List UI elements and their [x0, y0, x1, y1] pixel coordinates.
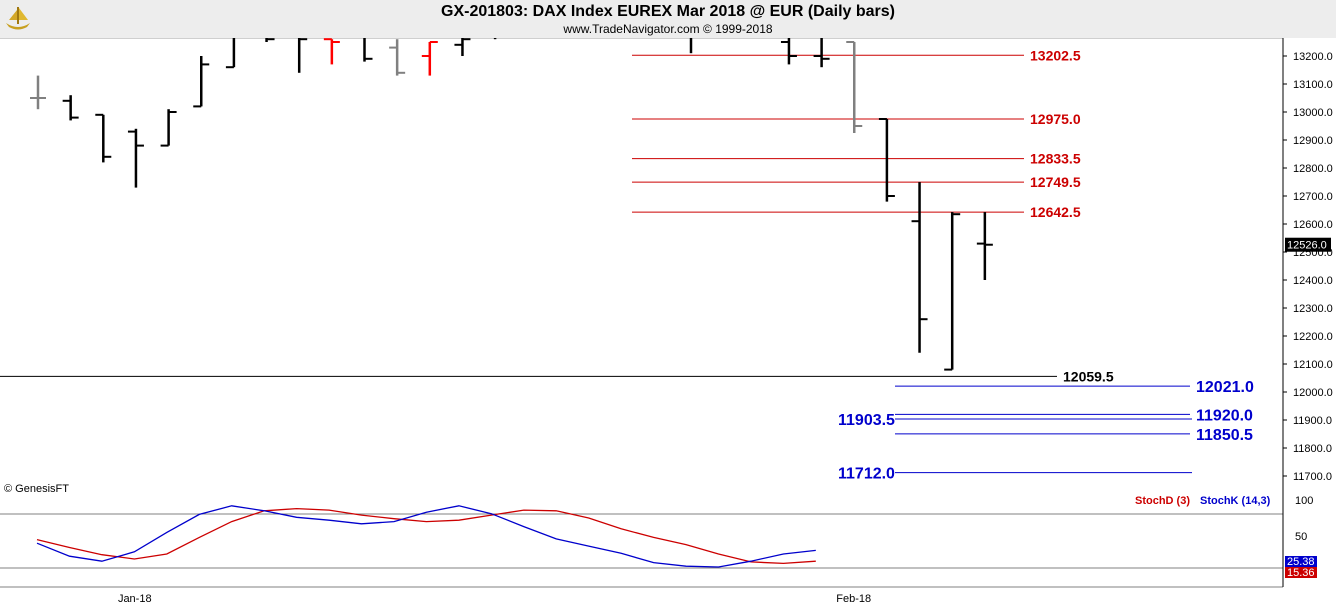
stochK-line — [36, 505, 816, 568]
ohlc-bar[interactable] — [683, 38, 699, 54]
resistance-label: 12642.5 — [1030, 204, 1081, 220]
support-label: 12021.0 — [1196, 379, 1254, 396]
ohlc-bar[interactable] — [813, 38, 830, 68]
x-axis-label: Jan-18 — [118, 593, 152, 605]
ohlc-bar[interactable] — [389, 39, 406, 76]
stochD-value-box — [1285, 567, 1317, 578]
chart-header: GX-201803: DAX Index EUREX Mar 2018 @ EU… — [0, 0, 1336, 39]
price-tick-label: 12400.0 — [1293, 275, 1333, 287]
price-axis: 13200.0 13100.0 13000.0 12900.0 12800.0 12700… — [1282, 38, 1336, 607]
price-tick-label: 12000.0 — [1293, 387, 1333, 399]
ohlc-bar[interactable] — [357, 38, 373, 62]
price-tick-label: 12900.0 — [1293, 135, 1333, 147]
support-label: 11920.0 — [1196, 407, 1253, 424]
price-tick-label: 12300.0 — [1293, 303, 1333, 315]
ohlc-bar[interactable] — [421, 41, 438, 76]
support-label: 11712.0 — [838, 466, 895, 483]
price-tick-label: 11700.0 — [1293, 471, 1332, 483]
ohlc-bar[interactable] — [95, 113, 112, 163]
stochK-value-box — [1285, 556, 1317, 567]
price-tick-label: 13200.0 — [1293, 51, 1333, 63]
stochK-value: 25.38 — [1287, 556, 1315, 568]
stochD-line — [36, 507, 816, 565]
ohlc-bar[interactable] — [976, 212, 993, 280]
stochastic-panel: StochD (3) StochK (14,3) Jan-18 Feb-18 — [0, 495, 1283, 605]
resistance-label: 12833.5 — [1030, 151, 1081, 167]
ohlc-bar[interactable] — [160, 109, 177, 147]
ohlc-bar[interactable] — [225, 38, 242, 69]
stoch-tick-label: 50 — [1295, 531, 1307, 543]
golden-ship-logo-icon — [6, 7, 30, 30]
stochD-legend: StochD (3) — [1135, 495, 1190, 507]
axis-background — [1283, 38, 1336, 607]
ohlc-bar[interactable] — [323, 38, 340, 65]
price-tick-label: 13000.0 — [1293, 107, 1333, 119]
chart-title: GX-201803: DAX Index EUREX Mar 2018 @ EU… — [441, 3, 895, 20]
price-tick-label: 12700.0 — [1293, 191, 1333, 203]
price-tick-label: 11800.0 — [1293, 443, 1332, 455]
ohlc-bar[interactable] — [944, 212, 961, 371]
ohlc-bar[interactable] — [780, 38, 797, 65]
ohlc-bar[interactable] — [30, 75, 46, 110]
stochK-legend: StochK (14,3) — [1200, 495, 1271, 507]
watermark: © GenesisFT — [4, 483, 69, 495]
resistance-label: 12975.0 — [1030, 111, 1081, 127]
ohlc-bar[interactable] — [911, 182, 928, 353]
ohlc-bar[interactable] — [487, 38, 503, 40]
price-tick-label: 13100.0 — [1293, 79, 1333, 91]
last-price-label: 12526.0 — [1287, 240, 1327, 252]
support-label: 11850.5 — [1196, 427, 1253, 444]
ohlc-bar[interactable] — [62, 95, 79, 121]
ohlc-bar[interactable] — [127, 128, 144, 188]
price-tick-label: 11900.0 — [1293, 415, 1332, 427]
ohlc-bar[interactable] — [454, 38, 471, 56]
ohlc-bar[interactable] — [846, 41, 863, 133]
stoch-tick-label: 100 — [1295, 495, 1313, 507]
stochD-value: 15.36 — [1287, 567, 1315, 579]
price-panel: 13202.5 12975.0 12833.5 12749.5 12642.5 12059… — [0, 38, 1254, 483]
price-tick-label: 12200.0 — [1293, 331, 1333, 343]
price-tick-label: 12600.0 — [1293, 219, 1333, 231]
chart-subtitle: www.TradeNavigator.com © 1999-2018 — [563, 22, 773, 36]
chart-area[interactable]: 13202.5 12975.0 12833.5 12749.5 12642.5 12059… — [0, 38, 1336, 607]
resistance-label: 12749.5 — [1030, 174, 1081, 190]
support-label: 11903.5 — [838, 412, 895, 429]
ohlc-bar[interactable] — [193, 56, 210, 108]
x-axis-label: Feb-18 — [836, 593, 871, 605]
low-level-label: 12059.5 — [1063, 368, 1114, 384]
ohlc-bar[interactable] — [878, 118, 895, 202]
ohlc-bar[interactable] — [259, 38, 275, 42]
last-price-box — [1285, 237, 1331, 252]
price-tick-label: 12800.0 — [1293, 163, 1333, 175]
resistance-label: 13202.5 — [1030, 47, 1081, 63]
price-tick-label: 12100.0 — [1293, 359, 1333, 371]
ohlc-bar[interactable] — [291, 38, 308, 73]
ohlc-bars — [30, 38, 993, 371]
